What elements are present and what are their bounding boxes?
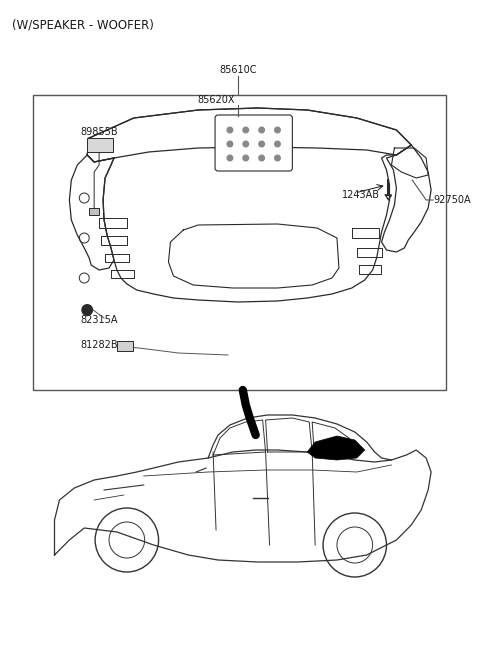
Circle shape [242,155,249,161]
Text: 1243AB: 1243AB [342,190,380,200]
Circle shape [274,127,281,134]
Circle shape [81,304,93,316]
Bar [33,95,446,390]
Text: 82315A: 82315A [80,315,118,325]
Text: (W/SPEAKER - WOOFER): (W/SPEAKER - WOOFER) [12,18,154,31]
Circle shape [227,127,233,134]
Text: 81282B: 81282B [80,340,118,350]
Circle shape [258,140,265,148]
Bar [117,341,133,351]
Circle shape [242,140,249,148]
Bar [89,208,99,215]
Circle shape [258,155,265,161]
Text: 85620X: 85620X [197,95,235,105]
FancyBboxPatch shape [215,115,292,171]
Text: 92750A: 92750A [433,195,471,205]
Bar [87,138,113,152]
Circle shape [258,127,265,134]
Circle shape [242,127,249,134]
Circle shape [227,155,233,161]
Circle shape [274,155,281,161]
Circle shape [274,140,281,148]
Text: 89855B: 89855B [80,127,118,137]
Polygon shape [307,436,365,460]
Text: 85610C: 85610C [219,65,257,75]
Circle shape [227,140,233,148]
